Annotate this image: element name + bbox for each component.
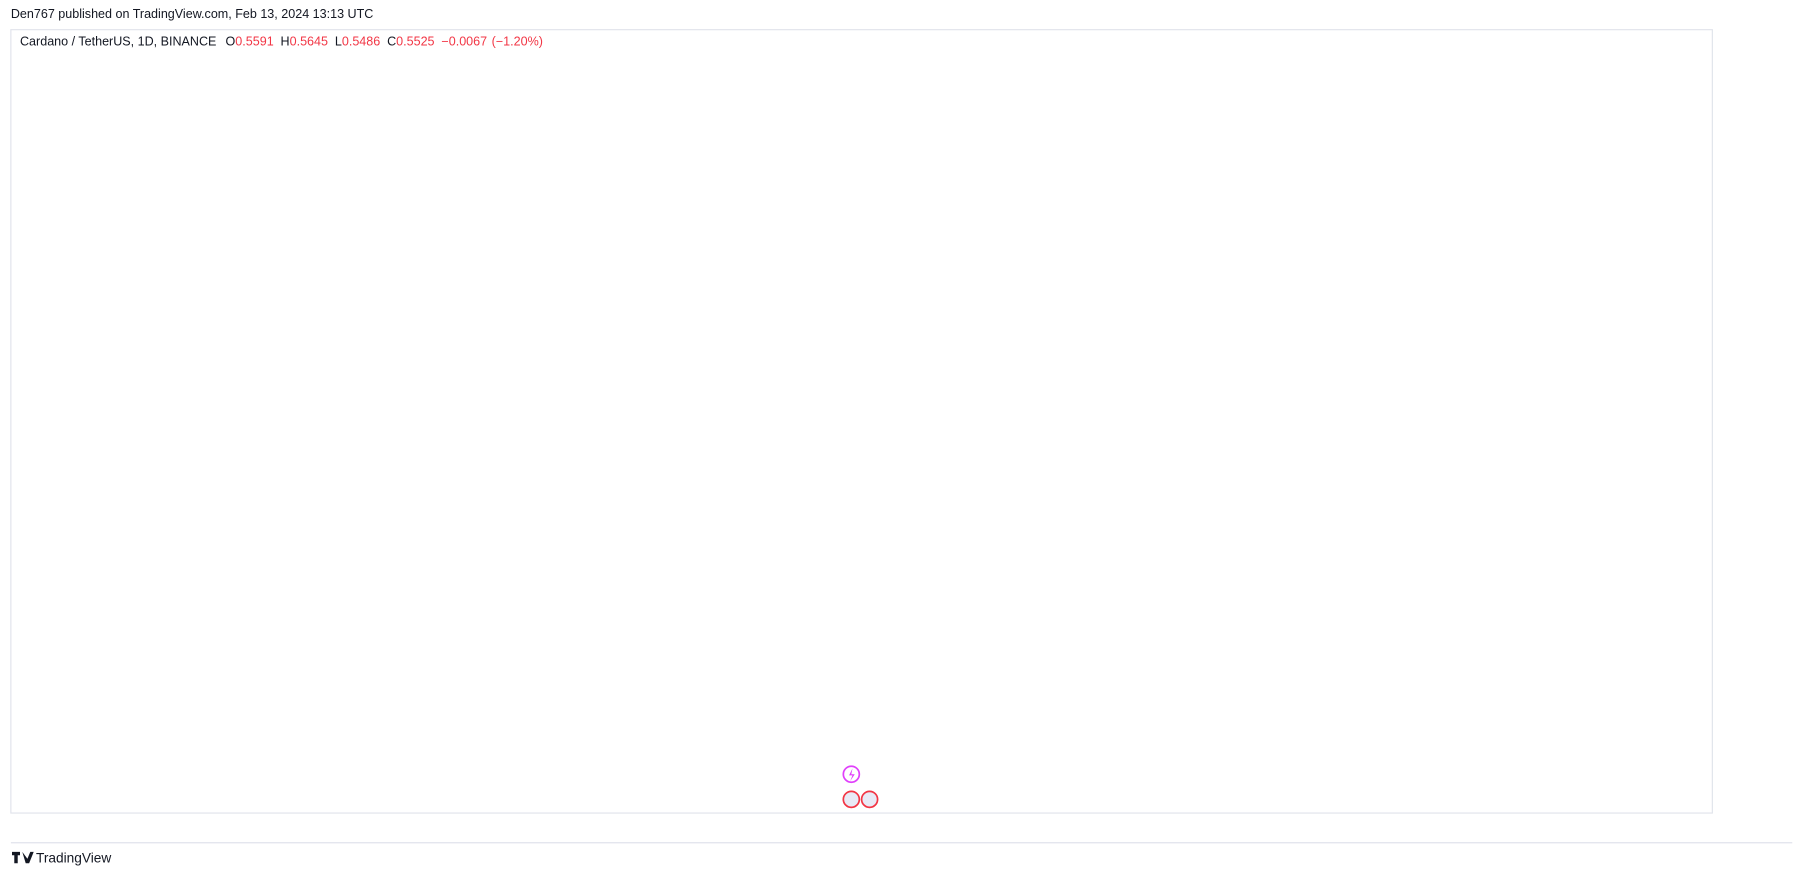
- legend-ohlc-letter: C: [387, 35, 396, 49]
- footer-logo: TradingView: [12, 850, 111, 865]
- legend-change-pct: (−1.20%): [492, 35, 543, 49]
- pane-border: [10, 29, 1713, 814]
- logo-mark: [12, 851, 34, 864]
- legend-ohlc-value: 0.5645: [290, 35, 328, 49]
- event-icons: [842, 765, 879, 809]
- legend-change: −0.0067: [441, 35, 487, 49]
- event-icon[interactable]: [860, 790, 879, 809]
- legend-ohlc-value: 0.5486: [342, 35, 380, 49]
- event-glyph: [849, 768, 855, 782]
- legend-symbol: Cardano / TetherUS, 1D, BINANCE: [20, 35, 216, 49]
- legend: Cardano / TetherUS, 1D, BINANCE O 0.5591 H 0…: [20, 35, 543, 49]
- footer-brand: TradingView: [36, 850, 111, 865]
- legend-ohlc-letter: H: [281, 35, 290, 49]
- publisher-line: Den767 published on TradingView.com, Feb…: [11, 7, 373, 21]
- legend-ohlc-value: 0.5591: [235, 35, 273, 49]
- legend-ohlc-letter: O: [226, 35, 236, 49]
- legend-ohlc-value: 0.5525: [396, 35, 434, 49]
- legend-ohlc-letter: L: [335, 35, 342, 49]
- event-icon[interactable]: [842, 790, 861, 809]
